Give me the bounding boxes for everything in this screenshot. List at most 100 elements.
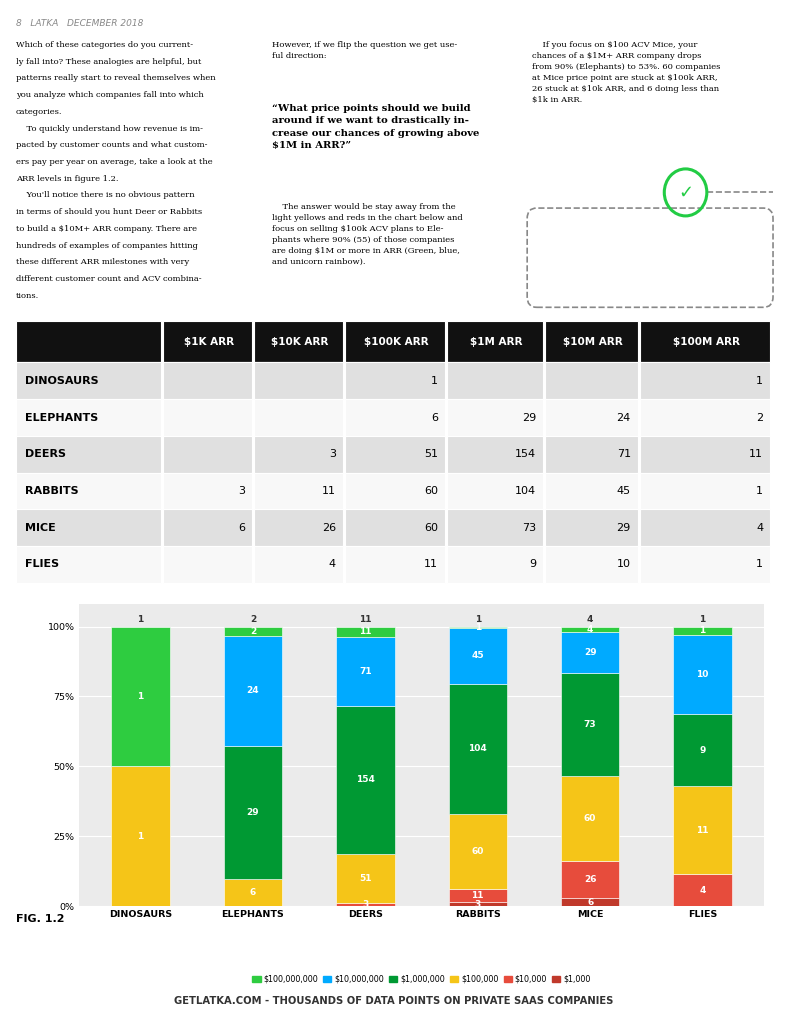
- Text: 11: 11: [322, 486, 336, 496]
- Text: 1: 1: [474, 623, 481, 632]
- Text: 2: 2: [250, 615, 256, 625]
- Text: 154: 154: [356, 775, 375, 784]
- Text: 6: 6: [238, 522, 245, 532]
- Bar: [640, 473, 770, 509]
- Text: 4: 4: [329, 559, 336, 569]
- Bar: [545, 436, 637, 473]
- Bar: [447, 362, 543, 399]
- Bar: [16, 509, 161, 546]
- Bar: [254, 399, 343, 436]
- Bar: [16, 399, 161, 436]
- Bar: [448, 902, 507, 906]
- Bar: [447, 546, 543, 583]
- Text: ly fall into? These analogies are helpful, but: ly fall into? These analogies are helpfu…: [16, 57, 201, 66]
- Text: You'll notice there is no obvious pattern: You'll notice there is no obvious patter…: [16, 191, 195, 200]
- Bar: [447, 399, 543, 436]
- Bar: [16, 436, 161, 473]
- Text: 9: 9: [529, 559, 536, 569]
- Text: 104: 104: [468, 744, 487, 754]
- Text: 29: 29: [616, 522, 630, 532]
- Bar: [673, 627, 732, 635]
- Bar: [640, 362, 770, 399]
- Text: 26: 26: [322, 522, 336, 532]
- Text: However, if we flip the question we get use-
ful direction:: However, if we flip the question we get …: [272, 41, 457, 60]
- Text: 2: 2: [250, 627, 256, 636]
- Bar: [163, 321, 252, 362]
- Text: 104: 104: [515, 486, 536, 496]
- Text: 3: 3: [238, 486, 245, 496]
- Text: 1: 1: [137, 831, 143, 841]
- Text: 9: 9: [700, 745, 706, 755]
- Text: FLIES: FLIES: [25, 559, 59, 569]
- Bar: [673, 786, 732, 874]
- Text: pacted by customer counts and what custom-: pacted by customer counts and what custo…: [16, 141, 207, 150]
- Text: 11: 11: [359, 615, 372, 625]
- Bar: [224, 636, 282, 745]
- Bar: [163, 362, 252, 399]
- Bar: [545, 362, 637, 399]
- Bar: [254, 473, 343, 509]
- Bar: [673, 874, 732, 906]
- Bar: [640, 509, 770, 546]
- Bar: [345, 399, 444, 436]
- Text: $1M ARR: $1M ARR: [470, 337, 522, 347]
- Bar: [345, 436, 444, 473]
- Text: 11: 11: [471, 891, 484, 900]
- Bar: [163, 546, 252, 583]
- Bar: [561, 627, 619, 632]
- Bar: [163, 436, 252, 473]
- Text: 1: 1: [474, 615, 481, 625]
- Legend: $100,000,000, $10,000,000, $1,000,000, $100,000, $10,000, $1,000: $100,000,000, $10,000,000, $1,000,000, $…: [249, 972, 594, 987]
- Text: 1: 1: [756, 559, 763, 569]
- Text: 26: 26: [584, 874, 597, 884]
- Text: ELEPHANTS: ELEPHANTS: [25, 413, 98, 423]
- Text: 60: 60: [424, 486, 438, 496]
- Bar: [16, 362, 161, 399]
- Text: you analyze which companies fall into which: you analyze which companies fall into wh…: [16, 91, 203, 99]
- Text: FIG. 1.2: FIG. 1.2: [16, 913, 65, 924]
- Text: 24: 24: [616, 413, 630, 423]
- Text: 4: 4: [700, 886, 706, 895]
- Bar: [447, 473, 543, 509]
- Text: 1: 1: [756, 376, 763, 386]
- Bar: [561, 673, 619, 776]
- Text: 1: 1: [756, 486, 763, 496]
- Text: 1: 1: [137, 692, 143, 701]
- Bar: [545, 321, 637, 362]
- Bar: [447, 436, 543, 473]
- Bar: [345, 321, 444, 362]
- Bar: [448, 889, 507, 902]
- Text: 73: 73: [522, 522, 536, 532]
- Text: “What price points should we build
around if we want to drastically in-
crease o: “What price points should we build aroun…: [272, 103, 479, 151]
- Text: categories.: categories.: [16, 108, 62, 116]
- Text: 3: 3: [362, 900, 369, 909]
- Text: 6: 6: [431, 413, 438, 423]
- Bar: [345, 546, 444, 583]
- Text: 60: 60: [424, 522, 438, 532]
- Text: ✓: ✓: [678, 183, 693, 202]
- Bar: [561, 861, 619, 898]
- Bar: [447, 509, 543, 546]
- Bar: [254, 546, 343, 583]
- Bar: [673, 715, 732, 786]
- Bar: [345, 362, 444, 399]
- Bar: [336, 627, 395, 637]
- Bar: [545, 509, 637, 546]
- Text: DINOSAURS: DINOSAURS: [25, 376, 98, 386]
- Text: patterns really start to reveal themselves when: patterns really start to reveal themselv…: [16, 75, 215, 82]
- Text: 2: 2: [756, 413, 763, 423]
- Text: in terms of should you hunt Deer or Rabbits: in terms of should you hunt Deer or Rabb…: [16, 208, 202, 216]
- Bar: [640, 321, 770, 362]
- Bar: [545, 473, 637, 509]
- Bar: [336, 706, 395, 854]
- Bar: [448, 814, 507, 889]
- Text: 4: 4: [587, 625, 593, 634]
- Text: 60: 60: [584, 814, 597, 823]
- Bar: [345, 509, 444, 546]
- Bar: [640, 399, 770, 436]
- Text: 51: 51: [359, 874, 372, 884]
- Text: 45: 45: [617, 486, 630, 496]
- Bar: [254, 321, 343, 362]
- Text: Which of these categories do you current-: Which of these categories do you current…: [16, 41, 193, 49]
- Bar: [448, 628, 507, 684]
